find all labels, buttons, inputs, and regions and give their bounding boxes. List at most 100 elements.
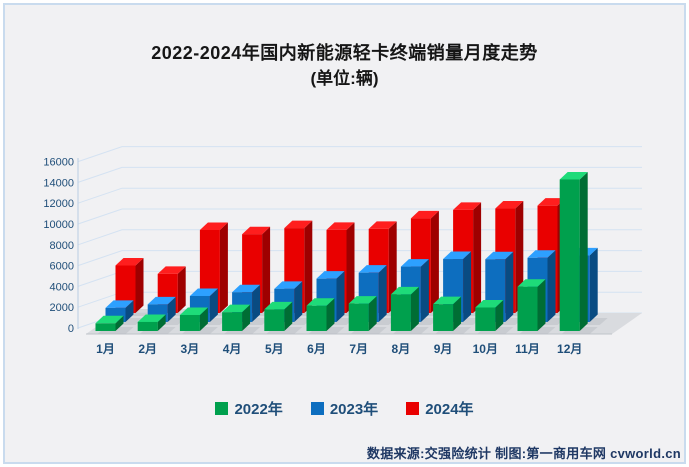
x-tick-label: 3月 bbox=[181, 342, 200, 356]
y-axis-labels: 0 2000 4000 6000 8000 10000 12000 14000 16000 bbox=[43, 157, 74, 335]
bar-side-face bbox=[368, 296, 377, 331]
bar-side-face bbox=[430, 210, 439, 313]
bar-2022年-7月 bbox=[348, 303, 369, 331]
bar-side-face bbox=[304, 220, 313, 313]
source-credit: 数据来源:交强险统计 制图:第一商用车网 cvworld.cn bbox=[366, 446, 681, 461]
bar-top-face bbox=[433, 296, 462, 305]
bar-top-face bbox=[559, 171, 588, 180]
bar-side-face bbox=[473, 202, 482, 313]
legend-swatch-2024 bbox=[406, 402, 420, 415]
bar-side-face bbox=[262, 226, 271, 313]
bar-top-face bbox=[264, 301, 293, 310]
bar-side-face bbox=[463, 251, 472, 322]
bar-top-face bbox=[390, 286, 419, 295]
y-tick-label: 8000 bbox=[50, 240, 74, 252]
x-tick-label: 11月 bbox=[515, 342, 540, 356]
bar-side-face bbox=[410, 286, 419, 331]
legend-item-2024: 2024年 bbox=[406, 398, 474, 419]
bar-top-face bbox=[147, 296, 176, 305]
bar-side-face bbox=[199, 307, 208, 331]
x-tick-label: 9月 bbox=[434, 342, 453, 356]
bar-top-face bbox=[537, 198, 566, 206]
bar-top-face bbox=[527, 250, 556, 258]
bar-top-face bbox=[326, 222, 355, 230]
bar-top-face bbox=[453, 202, 482, 210]
bar-top-face bbox=[348, 296, 377, 304]
bar-top-face bbox=[316, 271, 345, 279]
bar-side-face bbox=[505, 251, 514, 322]
bar-top-face bbox=[495, 201, 524, 209]
x-tick-label: 10月 bbox=[473, 342, 498, 356]
bar-side-face bbox=[252, 284, 261, 322]
y-tick-label: 2000 bbox=[50, 302, 74, 314]
bar-side-face bbox=[589, 247, 598, 322]
bar-side-face bbox=[346, 222, 355, 313]
bar-top-face bbox=[475, 299, 504, 308]
bar-2022年-6月 bbox=[306, 305, 327, 331]
bar-top-face bbox=[306, 298, 335, 306]
bar-side-face bbox=[115, 315, 124, 331]
y-tick-label: 6000 bbox=[50, 261, 74, 273]
x-tick-label: 6月 bbox=[307, 342, 326, 356]
bar-top-face bbox=[179, 307, 208, 315]
bar-side-face bbox=[177, 266, 186, 313]
x-tick-label: 1月 bbox=[96, 342, 115, 356]
x-tick-label: 7月 bbox=[349, 342, 368, 356]
bar-top-face bbox=[274, 281, 303, 289]
x-tick-label: 4月 bbox=[223, 342, 242, 356]
bar-top-face bbox=[95, 315, 124, 324]
bar-top-face bbox=[137, 314, 166, 322]
y-tick-label: 12000 bbox=[43, 198, 74, 210]
bar-2022年-4月 bbox=[222, 312, 243, 331]
bar-top-face bbox=[157, 266, 186, 274]
bar-top-face bbox=[358, 265, 387, 273]
bar-side-face bbox=[157, 314, 166, 331]
bar-side-face bbox=[135, 258, 144, 313]
bar-side-face bbox=[547, 250, 556, 322]
bar-2022年-12月 bbox=[559, 179, 580, 331]
chart-legend: 2022年 2023年 2024年 bbox=[0, 398, 689, 419]
bar-top-face bbox=[222, 304, 251, 313]
bar-side-face bbox=[219, 222, 228, 313]
x-tick-label: 2月 bbox=[138, 342, 157, 356]
bar-side-face bbox=[453, 296, 462, 331]
y-tick-label: 4000 bbox=[50, 281, 74, 293]
bar-side-face bbox=[537, 279, 546, 331]
bar-top-face bbox=[284, 220, 313, 229]
y-tick-label: 16000 bbox=[43, 157, 74, 169]
bar-side-face bbox=[242, 304, 251, 331]
bar-top-face bbox=[400, 259, 429, 267]
legend-item-2023: 2023年 bbox=[310, 398, 378, 419]
bar-top-face bbox=[115, 258, 144, 266]
bar-side-face bbox=[284, 301, 293, 331]
legend-label-2024: 2024年 bbox=[425, 401, 474, 418]
bar-side-face bbox=[209, 288, 218, 322]
chart-subtitle: (单位:辆) bbox=[310, 69, 379, 88]
bar-top-face bbox=[368, 221, 397, 229]
bar-2022年-10月 bbox=[475, 307, 496, 331]
bar-side-face bbox=[294, 281, 303, 322]
bar-side-face bbox=[420, 259, 429, 322]
bar-2022年-3月 bbox=[179, 314, 200, 331]
bar-side-face bbox=[388, 221, 397, 313]
legend-item-2022: 2022年 bbox=[215, 398, 283, 419]
bar-top-face bbox=[232, 284, 261, 293]
bar-top-face bbox=[517, 279, 546, 287]
x-tick-label: 8月 bbox=[392, 342, 411, 356]
bar-2022年-11月 bbox=[517, 286, 538, 331]
series-2022年 bbox=[95, 171, 598, 334]
legend-swatch-2022 bbox=[215, 402, 229, 415]
bar-2022年-1月 bbox=[95, 323, 116, 331]
x-tick-label: 5月 bbox=[265, 342, 284, 356]
legend-swatch-2023 bbox=[310, 402, 324, 415]
bar-side-face bbox=[167, 296, 176, 322]
bar-top-face bbox=[410, 210, 439, 219]
chart-title: 2022-2024年国内新能源轻卡终端销量月度走势 bbox=[151, 43, 538, 63]
x-tick-label: 12月 bbox=[557, 342, 582, 356]
bar-2022年-9月 bbox=[433, 304, 454, 331]
bar-2022年-5月 bbox=[264, 309, 285, 331]
bar-side-face bbox=[495, 299, 504, 331]
bar-top-face bbox=[189, 288, 218, 296]
x-axis-labels: 1月 2月 3月 4月 5月 6月 7月 8月 9月 10月 11月 12月 bbox=[96, 342, 582, 356]
